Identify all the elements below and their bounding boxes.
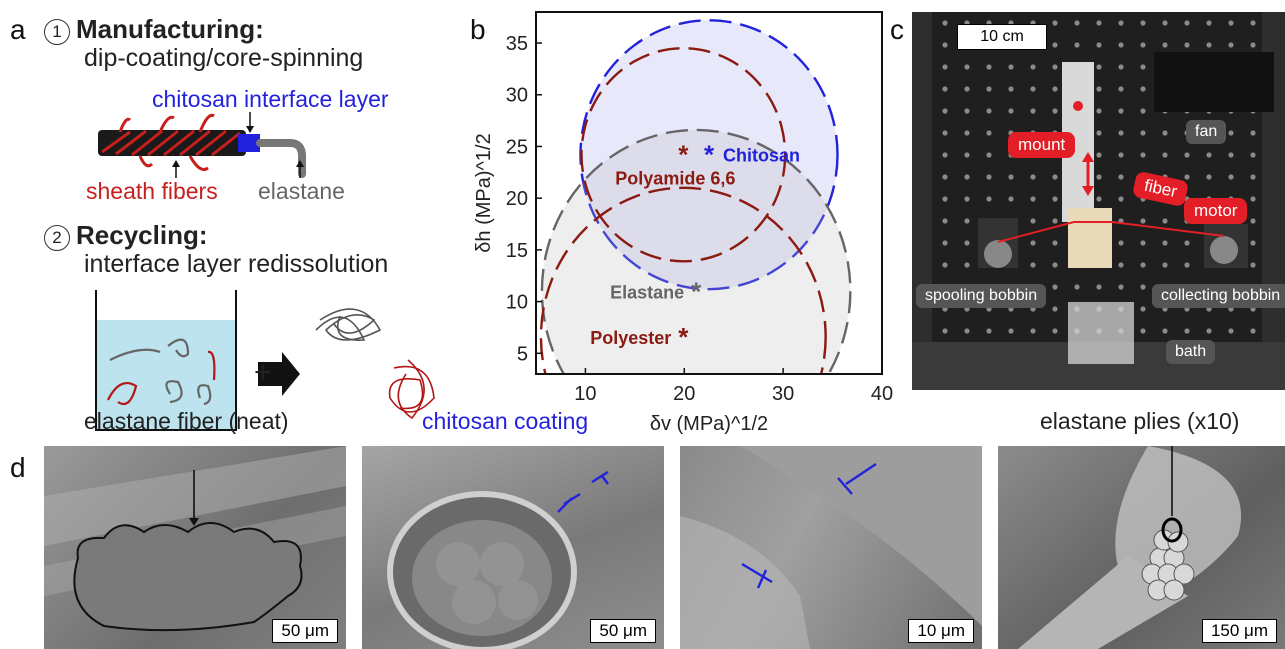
- y-tick-label: 20: [506, 188, 528, 210]
- point-label-polyamide-6-6: Polyamide 6,6: [615, 169, 735, 189]
- step1-subtitle: dip-coating/core-spinning: [84, 44, 364, 72]
- sem-image-plies: 150 μm: [998, 446, 1285, 649]
- plus-sign: +: [254, 356, 272, 389]
- scale-bar-plies: 150 μm: [1201, 619, 1277, 643]
- bath-beaker: [1068, 302, 1134, 364]
- fiber-outline: [73, 522, 303, 632]
- panel-b-label: b: [470, 14, 486, 45]
- sem-title-neat: elastane fiber (neat): [84, 408, 289, 434]
- chitosan-layer: [238, 134, 260, 152]
- solubility-sphere-polyester: [539, 186, 827, 374]
- step2-subtitle: interface layer redissolution: [84, 250, 389, 278]
- sem-title-plies: elastane plies (x10): [1040, 408, 1240, 434]
- step2-number: 2: [44, 224, 70, 251]
- recycling-schematic: [95, 290, 435, 431]
- x-tick-label: 10: [574, 383, 596, 405]
- point-elastane: *: [691, 276, 702, 306]
- bath-water: [96, 320, 236, 430]
- collecting-bobbin: [1210, 236, 1238, 264]
- solubility-sphere-elastane: [540, 128, 852, 374]
- sheath-fibers-label: sheath fibers: [86, 178, 218, 204]
- process-arrow: [258, 352, 300, 396]
- x-axis-label: δv (MPa)^1/2: [650, 413, 768, 435]
- interface-layer-label: chitosan interface layer: [152, 86, 389, 112]
- beaker: [95, 290, 237, 431]
- coating-zoom-marks: [741, 463, 877, 589]
- sheath-core: [98, 130, 246, 156]
- sheath-tangle: [388, 359, 435, 420]
- plot-frame: [535, 11, 883, 375]
- sem-image-neat: 50 μm: [44, 446, 346, 649]
- scale-bar-neat: 50 μm: [272, 619, 338, 643]
- step1-number: 1: [44, 18, 70, 45]
- panel-c-label: c: [890, 14, 904, 45]
- sem-title-coating: chitosan coating: [422, 408, 589, 434]
- bath-tag: bath: [1166, 340, 1216, 364]
- fan-tag: fan: [1186, 120, 1227, 144]
- y-tick-label: 15: [506, 240, 528, 262]
- y-tick-label: 30: [506, 85, 528, 107]
- panel-d-label: d: [10, 452, 26, 483]
- motor-tag: motor: [1184, 198, 1248, 224]
- label-arrows: [172, 160, 304, 178]
- spooling-bobbin-tag: spooling bobbin: [916, 284, 1047, 308]
- y-tick-label: 10: [506, 292, 528, 314]
- x-tick-label: 20: [673, 383, 695, 405]
- scale-bar-10cm: 10 cm: [957, 24, 1047, 50]
- point-label-chitosan: Chitosan: [723, 146, 800, 166]
- point-chitosan: *: [704, 140, 715, 170]
- plot-area: [539, 19, 852, 374]
- spooling-bobbin: [984, 240, 1012, 268]
- x-tick-label: 30: [772, 383, 794, 405]
- step2-heading: 2 Recycling:: [44, 220, 208, 251]
- plies-bundle: [1141, 529, 1195, 601]
- fan-box: [1154, 52, 1274, 112]
- point-polyester: *: [678, 322, 689, 352]
- collecting-bobbin-tag: collecting bobbin: [1152, 284, 1285, 308]
- coating-thickness-marks: [557, 470, 609, 513]
- elastane-tangle: [315, 308, 382, 341]
- x-tick-label: 40: [871, 383, 893, 405]
- scale-bar-coating-zoom: 10 μm: [908, 619, 974, 643]
- step2-title: Recycling:: [76, 220, 208, 250]
- y-tick-label: 5: [517, 343, 528, 365]
- sheath-fibers-drawing: [101, 113, 241, 171]
- elastane-core: [256, 139, 306, 178]
- point-label-elastane: Elastane: [610, 282, 684, 302]
- scale-bar-coating: 50 μm: [590, 619, 656, 643]
- panel-a-label: a: [10, 14, 26, 45]
- sem-image-coating-zoom: 10 μm: [680, 446, 982, 649]
- elastane-label: elastane: [258, 178, 345, 204]
- fiber-schematic: [98, 112, 306, 178]
- setup-photo: 10 cm fan mount fiber motor spooling bob…: [912, 12, 1285, 390]
- y-tick-label: 35: [506, 33, 528, 55]
- point-label-polyester: Polyester: [590, 328, 671, 348]
- sem-image-coating: 50 μm: [362, 446, 664, 649]
- step1-title: Manufacturing:: [76, 14, 264, 44]
- y-tick-label: 25: [506, 136, 528, 158]
- step1-heading: 1 Manufacturing:: [44, 14, 264, 45]
- mount-tag: mount: [1008, 132, 1076, 158]
- y-axis-label: δh (MPa)^1/2: [473, 133, 495, 252]
- point-polyamide-6-6: *: [678, 140, 689, 170]
- fiber-guide: [1068, 208, 1112, 268]
- dissolved-fibers: [107, 338, 216, 406]
- solubility-sphere-polyamide-6-6: [580, 47, 787, 263]
